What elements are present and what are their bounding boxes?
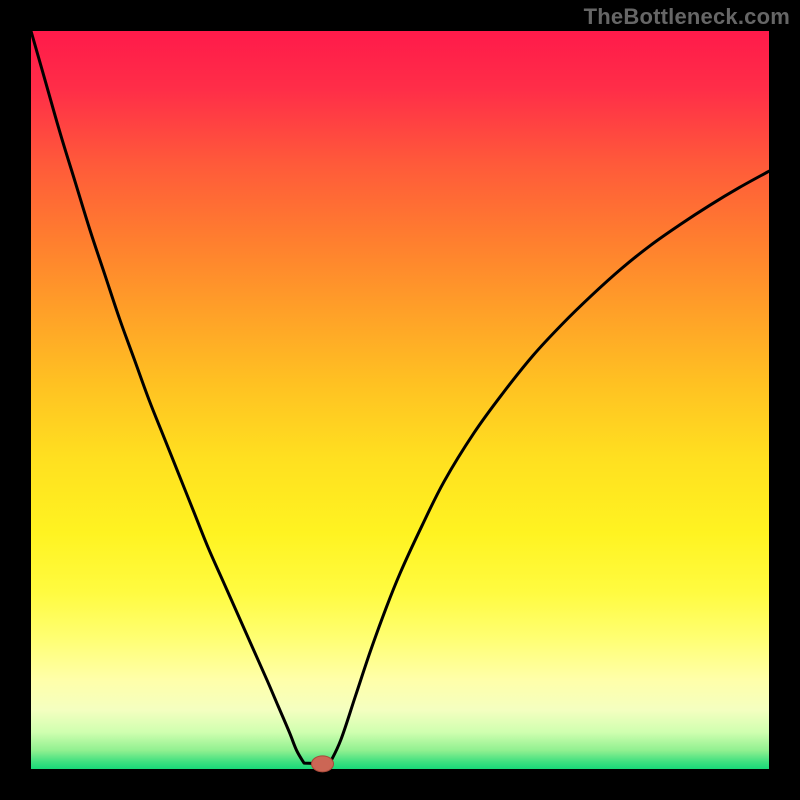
chart-container: TheBottleneck.com	[0, 0, 800, 800]
bottleneck-chart	[0, 0, 800, 800]
gradient-background	[31, 31, 769, 769]
watermark-text: TheBottleneck.com	[584, 4, 790, 30]
optimal-marker	[312, 756, 334, 772]
